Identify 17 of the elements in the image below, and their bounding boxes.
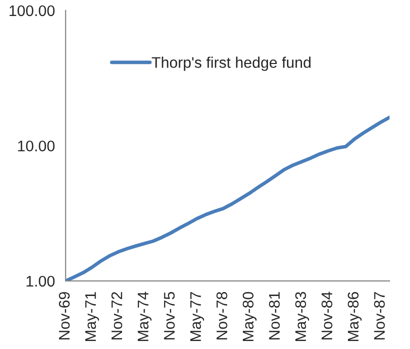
x-tick-label: May-77: [190, 292, 204, 342]
x-tick-label: Nov-75: [164, 292, 175, 340]
x-tick-label: May-80: [242, 292, 257, 342]
x-tick-label: Nov-84: [322, 292, 332, 340]
x-tick-label: Nov-87: [374, 292, 385, 340]
legend-label: Thorp's first hedge fund: [152, 56, 311, 71]
x-tick-label: Nov-81: [268, 292, 280, 340]
y-tick-label: 10.00: [18, 140, 55, 152]
x-tick-label: May-86: [348, 292, 362, 342]
y-tick-label: 100.00: [10, 5, 55, 16]
y-tick-label: 1.00: [26, 276, 55, 287]
x-tick-label: Nov-78: [216, 292, 228, 340]
x-tick-label: May-83: [295, 292, 310, 342]
x-tick-label: Nov-72: [111, 292, 122, 340]
x-tick-label: May-71: [85, 292, 99, 342]
x-tick-label: May-74: [138, 292, 152, 342]
x-tick-label: Nov-69: [58, 292, 70, 340]
